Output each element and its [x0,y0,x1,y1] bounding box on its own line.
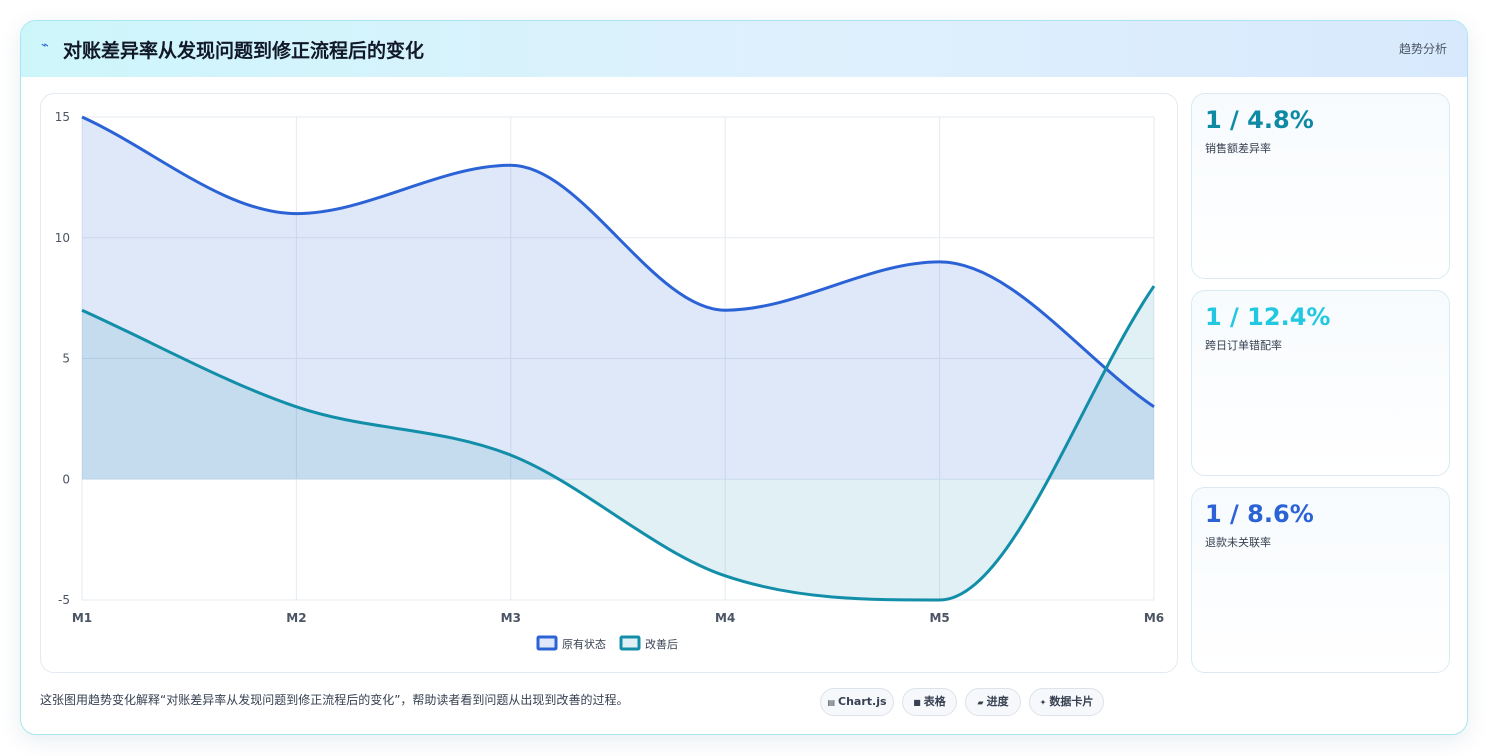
chip-label: Chart.js [838,695,887,708]
x-tick-label: M5 [929,611,949,625]
y-tick-label: 10 [55,231,70,245]
legend-label: 原有状态 [562,637,606,651]
x-tick-label: M2 [286,611,306,625]
chip-chartjs[interactable]: ▤ Chart.js [820,688,894,716]
x-tick-label: M3 [501,611,521,625]
x-tick-label: M4 [715,611,735,625]
y-tick-label: -5 [58,593,70,607]
stat-value: 1 / 4.8% [1205,106,1314,134]
x-tick-label: M6 [1144,611,1164,625]
stat-label: 退款未关联率 [1205,536,1271,549]
legend-label: 改善后 [645,637,678,651]
legend-swatch [619,635,641,651]
chart-description: 这张图用趋势变化解释“对账差异率从发现问题到修正流程后的变化”，帮助读者看到问题… [40,693,629,707]
y-tick-label: 0 [62,472,70,486]
series-line-1 [81,115,1155,409]
chart-icon: ▤ [827,698,836,707]
chip-label: 进度 [986,695,1009,708]
chip-table[interactable]: ■ 表格 [902,688,957,716]
card-title: 对账差异率从发现问题到修正流程后的变化 [63,40,425,62]
stat-card-refund: 1 / 8.6% 退款未关联率 [1191,487,1450,673]
chip-progress[interactable]: ▰ 进度 [965,688,1021,716]
y-tick-label: 15 [55,110,70,124]
chip-label: 数据卡片 [1049,695,1094,708]
y-tick-label: 5 [62,352,70,366]
stat-label: 跨日订单错配率 [1205,339,1282,352]
card-header: ⌁ 对账差异率从发现问题到修正流程后的变化 趋势分析 [21,21,1467,77]
chip-label: 表格 [923,695,946,708]
progress-icon: ▰ [977,698,984,707]
stat-card-sales-diff: 1 / 4.8% 销售额差异率 [1191,93,1450,279]
sparkline-icon: ⌁ [41,38,49,53]
x-tick-label: M1 [72,611,92,625]
line-chart: 15 10 5 0 -5M1 M2 M3 M4 M5 M6 原有状态 改善后 [55,110,1164,651]
series-area-2 [82,286,1154,600]
stat-value: 1 / 8.6% [1205,500,1314,528]
trend-analysis-tag: 趋势分析 [1398,42,1447,56]
series-line-2 [81,285,1156,602]
legend-swatch [536,635,558,651]
chart-card: ⌁ 对账差异率从发现问题到修正流程后的变化 趋势分析 15 10 5 0 -5 M1 M2 M… [20,20,1468,735]
chart-panel: 15 10 5 0 -5 M1 M2 M3 M4 M5 M6 原有状态 改善后 [40,93,1178,673]
sparkle-icon: ✦ [1039,698,1047,707]
stat-value: 1 / 12.4% [1205,303,1331,331]
chip-data-card[interactable]: ✦ 数据卡片 [1029,688,1104,716]
stat-card-cross-day: 1 / 12.4% 跨日订单错配率 [1191,290,1450,476]
table-icon: ■ [913,698,921,707]
stat-label: 销售额差异率 [1205,142,1271,155]
